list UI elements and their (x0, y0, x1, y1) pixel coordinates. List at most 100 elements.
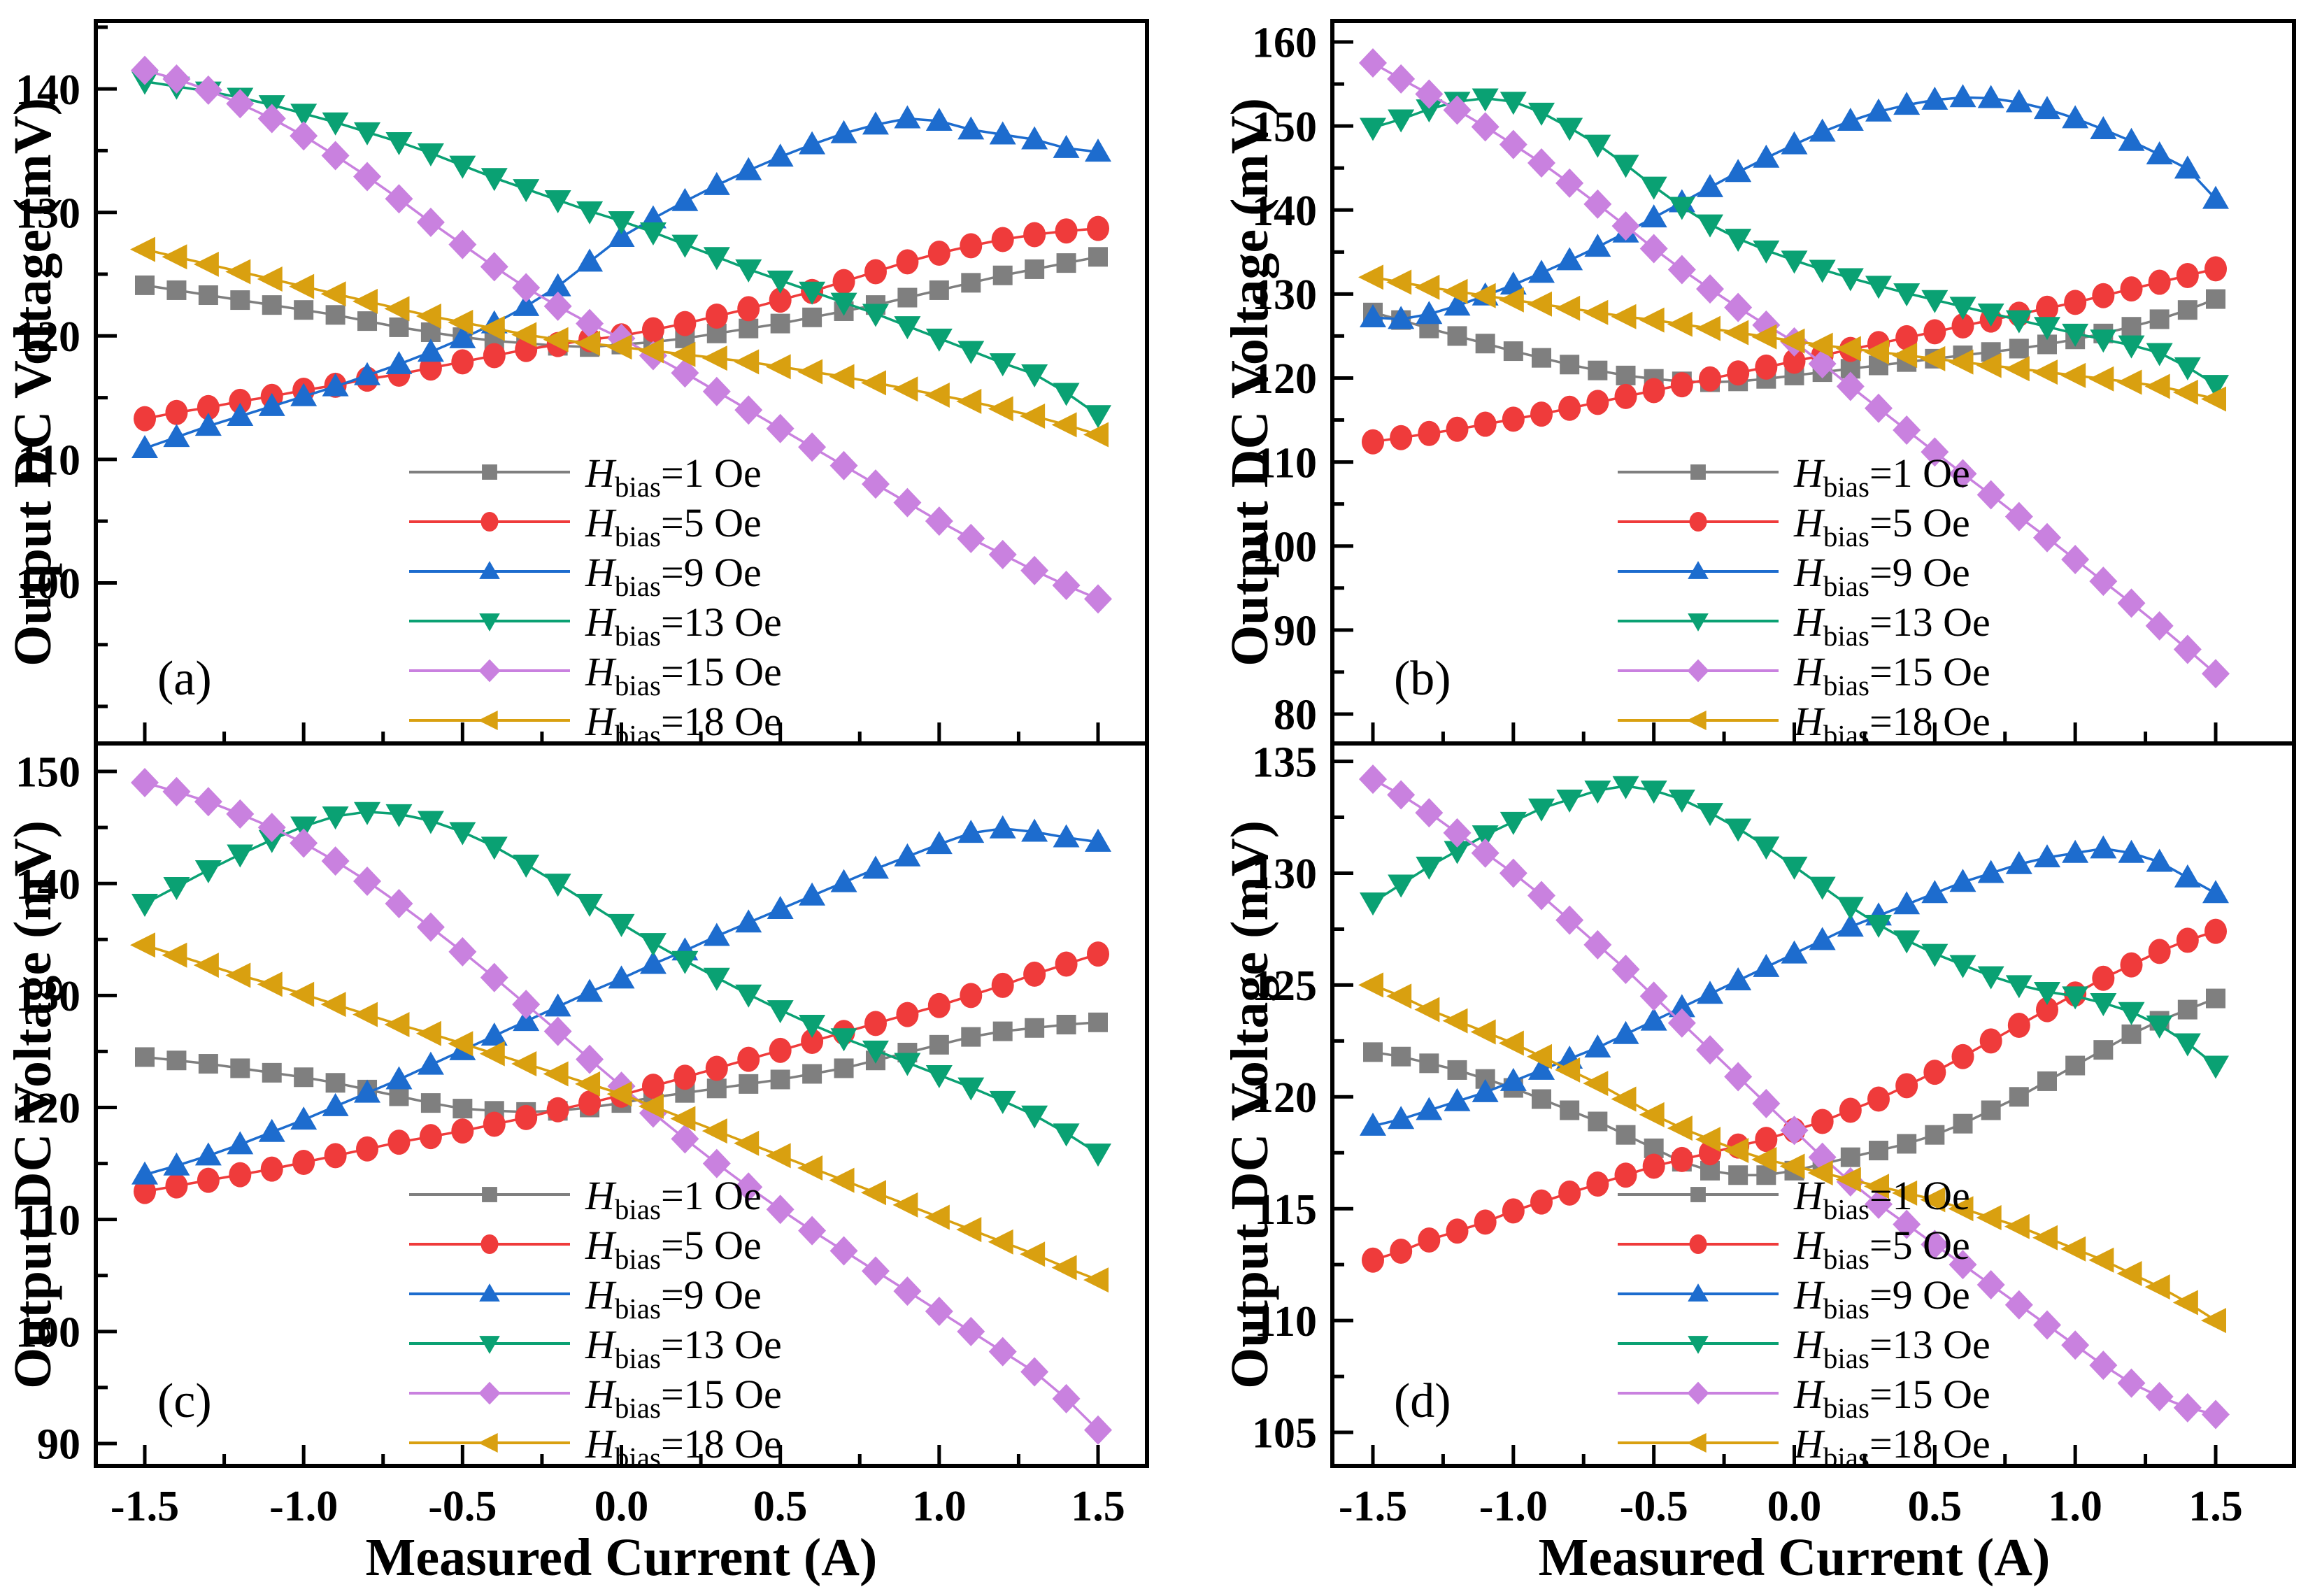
data-point-marker (515, 1104, 538, 1130)
data-point-marker (1728, 1165, 1748, 1185)
data-point-marker (2009, 339, 2029, 359)
data-point-marker (1527, 148, 1555, 178)
data-point-marker (289, 981, 315, 1007)
data-point-marker (1808, 349, 1837, 379)
legend-marker-triangle-down (1688, 613, 1709, 632)
data-point-marker (389, 317, 409, 337)
legend-marker-triangle-left (478, 1432, 498, 1453)
data-point-marker (960, 983, 983, 1009)
data-point-marker (415, 304, 441, 329)
data-point-marker (989, 815, 1016, 839)
data-point-marker (1360, 1112, 1386, 1136)
data-point-marker (1085, 138, 1111, 162)
data-point-marker (1442, 1008, 1468, 1034)
data-point-marker (1358, 264, 1383, 290)
data-point-marker (165, 1173, 188, 1199)
data-point-marker (1499, 811, 1527, 835)
legend-marker-diamond (1687, 1381, 1709, 1405)
data-point-marker (131, 894, 158, 918)
data-point-marker (641, 1074, 664, 1099)
data-point-marker (2202, 880, 2229, 904)
data-point-marker (1865, 393, 1893, 423)
data-point-marker (1085, 405, 1111, 429)
data-point-marker (1053, 383, 1080, 406)
data-point-marker (1976, 480, 2005, 510)
data-point-marker (385, 889, 413, 919)
data-point-marker (2177, 999, 2197, 1020)
data-point-marker (957, 523, 985, 553)
data-point-marker (1948, 1196, 1974, 1222)
data-point-marker (292, 1149, 315, 1175)
data-point-marker (608, 965, 635, 989)
data-point-marker (703, 171, 730, 195)
data-point-marker (1474, 1209, 1497, 1235)
data-point-marker (1949, 869, 1976, 892)
data-point-marker (1979, 1028, 2002, 1054)
data-point-marker (448, 1031, 473, 1057)
y-tick-label: 125 (1252, 962, 1317, 1010)
data-point-marker (325, 305, 345, 325)
data-point-marker (1864, 1174, 1889, 1199)
data-point-marker (2176, 927, 2199, 953)
series-markers-hbias-15oe (131, 768, 1112, 1445)
y-tick-label: 110 (1254, 1298, 1317, 1346)
data-point-marker (2202, 1055, 2229, 1079)
data-point-marker (543, 327, 569, 352)
data-point-marker (608, 211, 635, 235)
data-point-marker (1639, 1102, 1665, 1127)
legend-label: Hbias=9 Oe (585, 1272, 762, 1325)
y-tick-label: 140 (1252, 187, 1317, 235)
data-point-marker (513, 292, 540, 316)
data-point-marker (705, 1055, 728, 1081)
data-point-marker (198, 285, 218, 306)
panel-d-xtick-labels: -1.5 -1.0 -0.5 0.0 0.5 1.0 1.5 (1339, 1483, 2243, 1530)
data-point-marker (2146, 848, 2173, 872)
data-point-marker (1583, 299, 1609, 325)
data-point-marker (2092, 283, 2115, 308)
data-point-marker (543, 291, 572, 321)
panel-c-border (94, 741, 1149, 1468)
data-point-marker (483, 1111, 506, 1137)
data-point-marker (575, 330, 601, 356)
data-point-marker (1753, 144, 1780, 168)
legend-label: Hbias=5 Oe (1793, 1223, 1970, 1275)
data-point-marker (1020, 555, 1049, 585)
data-point-marker (960, 233, 983, 259)
data-point-marker (1499, 1067, 1527, 1091)
legend-entry-hbias-5oe: Hbias=5 Oe (1618, 1223, 1970, 1275)
data-point-marker (1727, 360, 1750, 386)
y-tick-label: 110 (17, 437, 80, 485)
data-point-marker (543, 1016, 572, 1046)
data-point-marker (1416, 99, 1443, 123)
data-point-marker (2004, 1213, 2030, 1239)
series-markers-hbias-15oe (1359, 48, 2230, 689)
data-point-marker (737, 1046, 760, 1072)
data-point-marker (2093, 1040, 2114, 1060)
data-point-marker (1472, 1078, 1499, 1102)
data-point-marker (1951, 1043, 1974, 1069)
data-point-marker (2173, 634, 2202, 664)
data-point-marker (927, 240, 950, 266)
data-point-marker (165, 399, 188, 425)
y-tick-label: 100 (1252, 523, 1317, 571)
data-point-marker (797, 359, 823, 385)
data-point-marker (356, 1136, 379, 1162)
data-point-marker (1611, 211, 1640, 241)
data-point-marker (162, 776, 191, 806)
legend-label: Hbias=15 Oe (1793, 1371, 1990, 1424)
data-point-marker (1387, 64, 1416, 94)
data-point-marker (864, 259, 887, 285)
data-point-marker (1612, 155, 1639, 178)
data-point-marker (924, 1204, 950, 1230)
data-point-marker (671, 234, 699, 258)
data-point-marker (2174, 864, 2201, 888)
data-point-marker (2005, 310, 2032, 334)
x-tick-label: -0.5 (1620, 1483, 1688, 1530)
data-point-marker (702, 1148, 731, 1178)
data-point-marker (230, 290, 250, 311)
data-point-marker (2005, 850, 2032, 874)
data-point-marker (929, 280, 949, 300)
data-point-marker (2061, 1330, 2090, 1360)
panel-b-ytick-labels: 80 90 100 110 120 130 140 150 160 (1252, 20, 1317, 739)
data-point-marker (384, 1011, 410, 1037)
